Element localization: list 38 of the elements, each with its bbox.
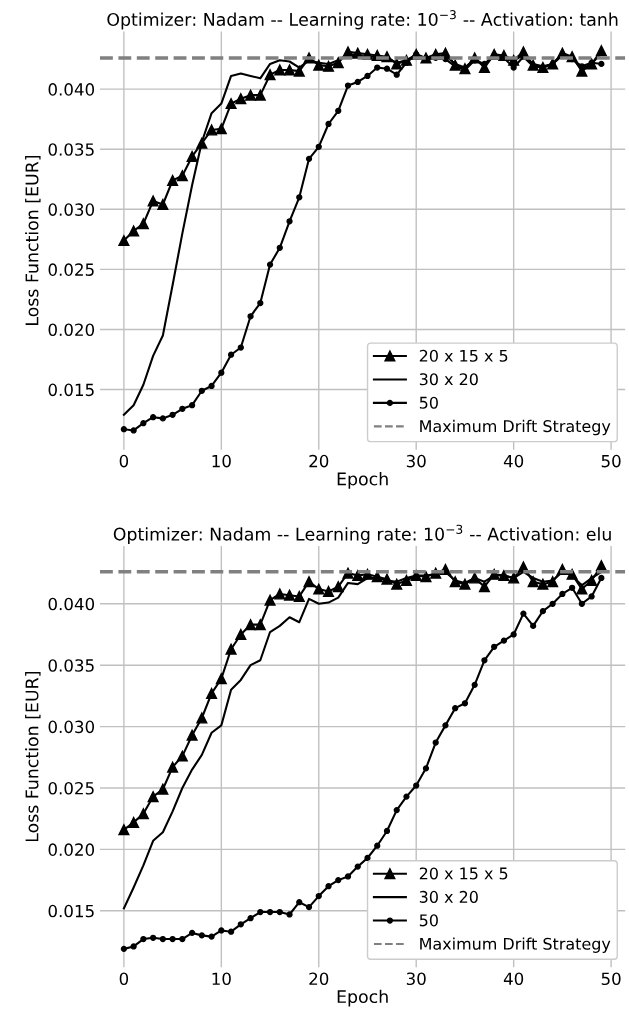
x-tick-label: 40 [503,454,524,468]
y-tick-label: 0.040 [48,597,95,611]
y-tick-label: 0.015 [48,904,94,918]
legend-label: 20 x 15 x 5 [419,349,508,362]
legend-label: 50 [419,396,438,409]
y-tick-label: 0.025 [48,781,94,795]
x-tick-label: 20 [309,972,329,986]
x-tick-label: 30 [406,972,426,986]
x-axis-title: Epoch [337,472,388,489]
legend-label: 30 x 20 [419,373,478,386]
y-axis-title: Loss Function [EUR] [25,155,41,325]
y-tick-label: 0.020 [48,323,95,337]
y-tick-label: 0.035 [48,659,94,672]
y-tick-label: 0.025 [48,263,94,276]
x-axis-title: Epoch [337,989,388,1007]
x-tick-label: 30 [406,454,426,468]
y-tick-label: 0.030 [48,203,95,216]
x-tick-label: 50 [601,972,621,986]
y-tick-label: 0.015 [48,383,94,397]
x-tick-label: 40 [503,972,524,986]
legend-label: 30 x 20 [419,890,478,903]
x-tick-label: 50 [601,454,621,468]
x-tick-label: 10 [212,454,231,468]
x-tick-label: 10 [212,972,231,986]
legend-label: Maximum Drift Strategy [420,937,611,953]
legend-label: 20 x 15 x 5 [419,867,508,880]
legend-label: 50 [419,914,438,927]
legend-label: Maximum Drift Strategy [420,419,611,436]
y-axis-title: Loss Function [EUR] [25,672,41,842]
x-tick-label: 0 [119,454,129,468]
y-tick-label: 0.040 [48,83,95,96]
chart-title: Optimizer: Nadam -- Learning rate: 10$^{−3}$ -- Activation: tanh [107,10,618,30]
x-tick-label: 20 [309,454,329,468]
y-tick-label: 0.020 [48,843,95,856]
chart-title: Optimizer: Nadam -- Learning rate: 10$^{−3}$ -- Activation: elu [113,524,611,544]
y-tick-label: 0.030 [48,720,95,734]
x-tick-label: 0 [119,972,129,986]
y-tick-label: 0.035 [48,143,94,156]
